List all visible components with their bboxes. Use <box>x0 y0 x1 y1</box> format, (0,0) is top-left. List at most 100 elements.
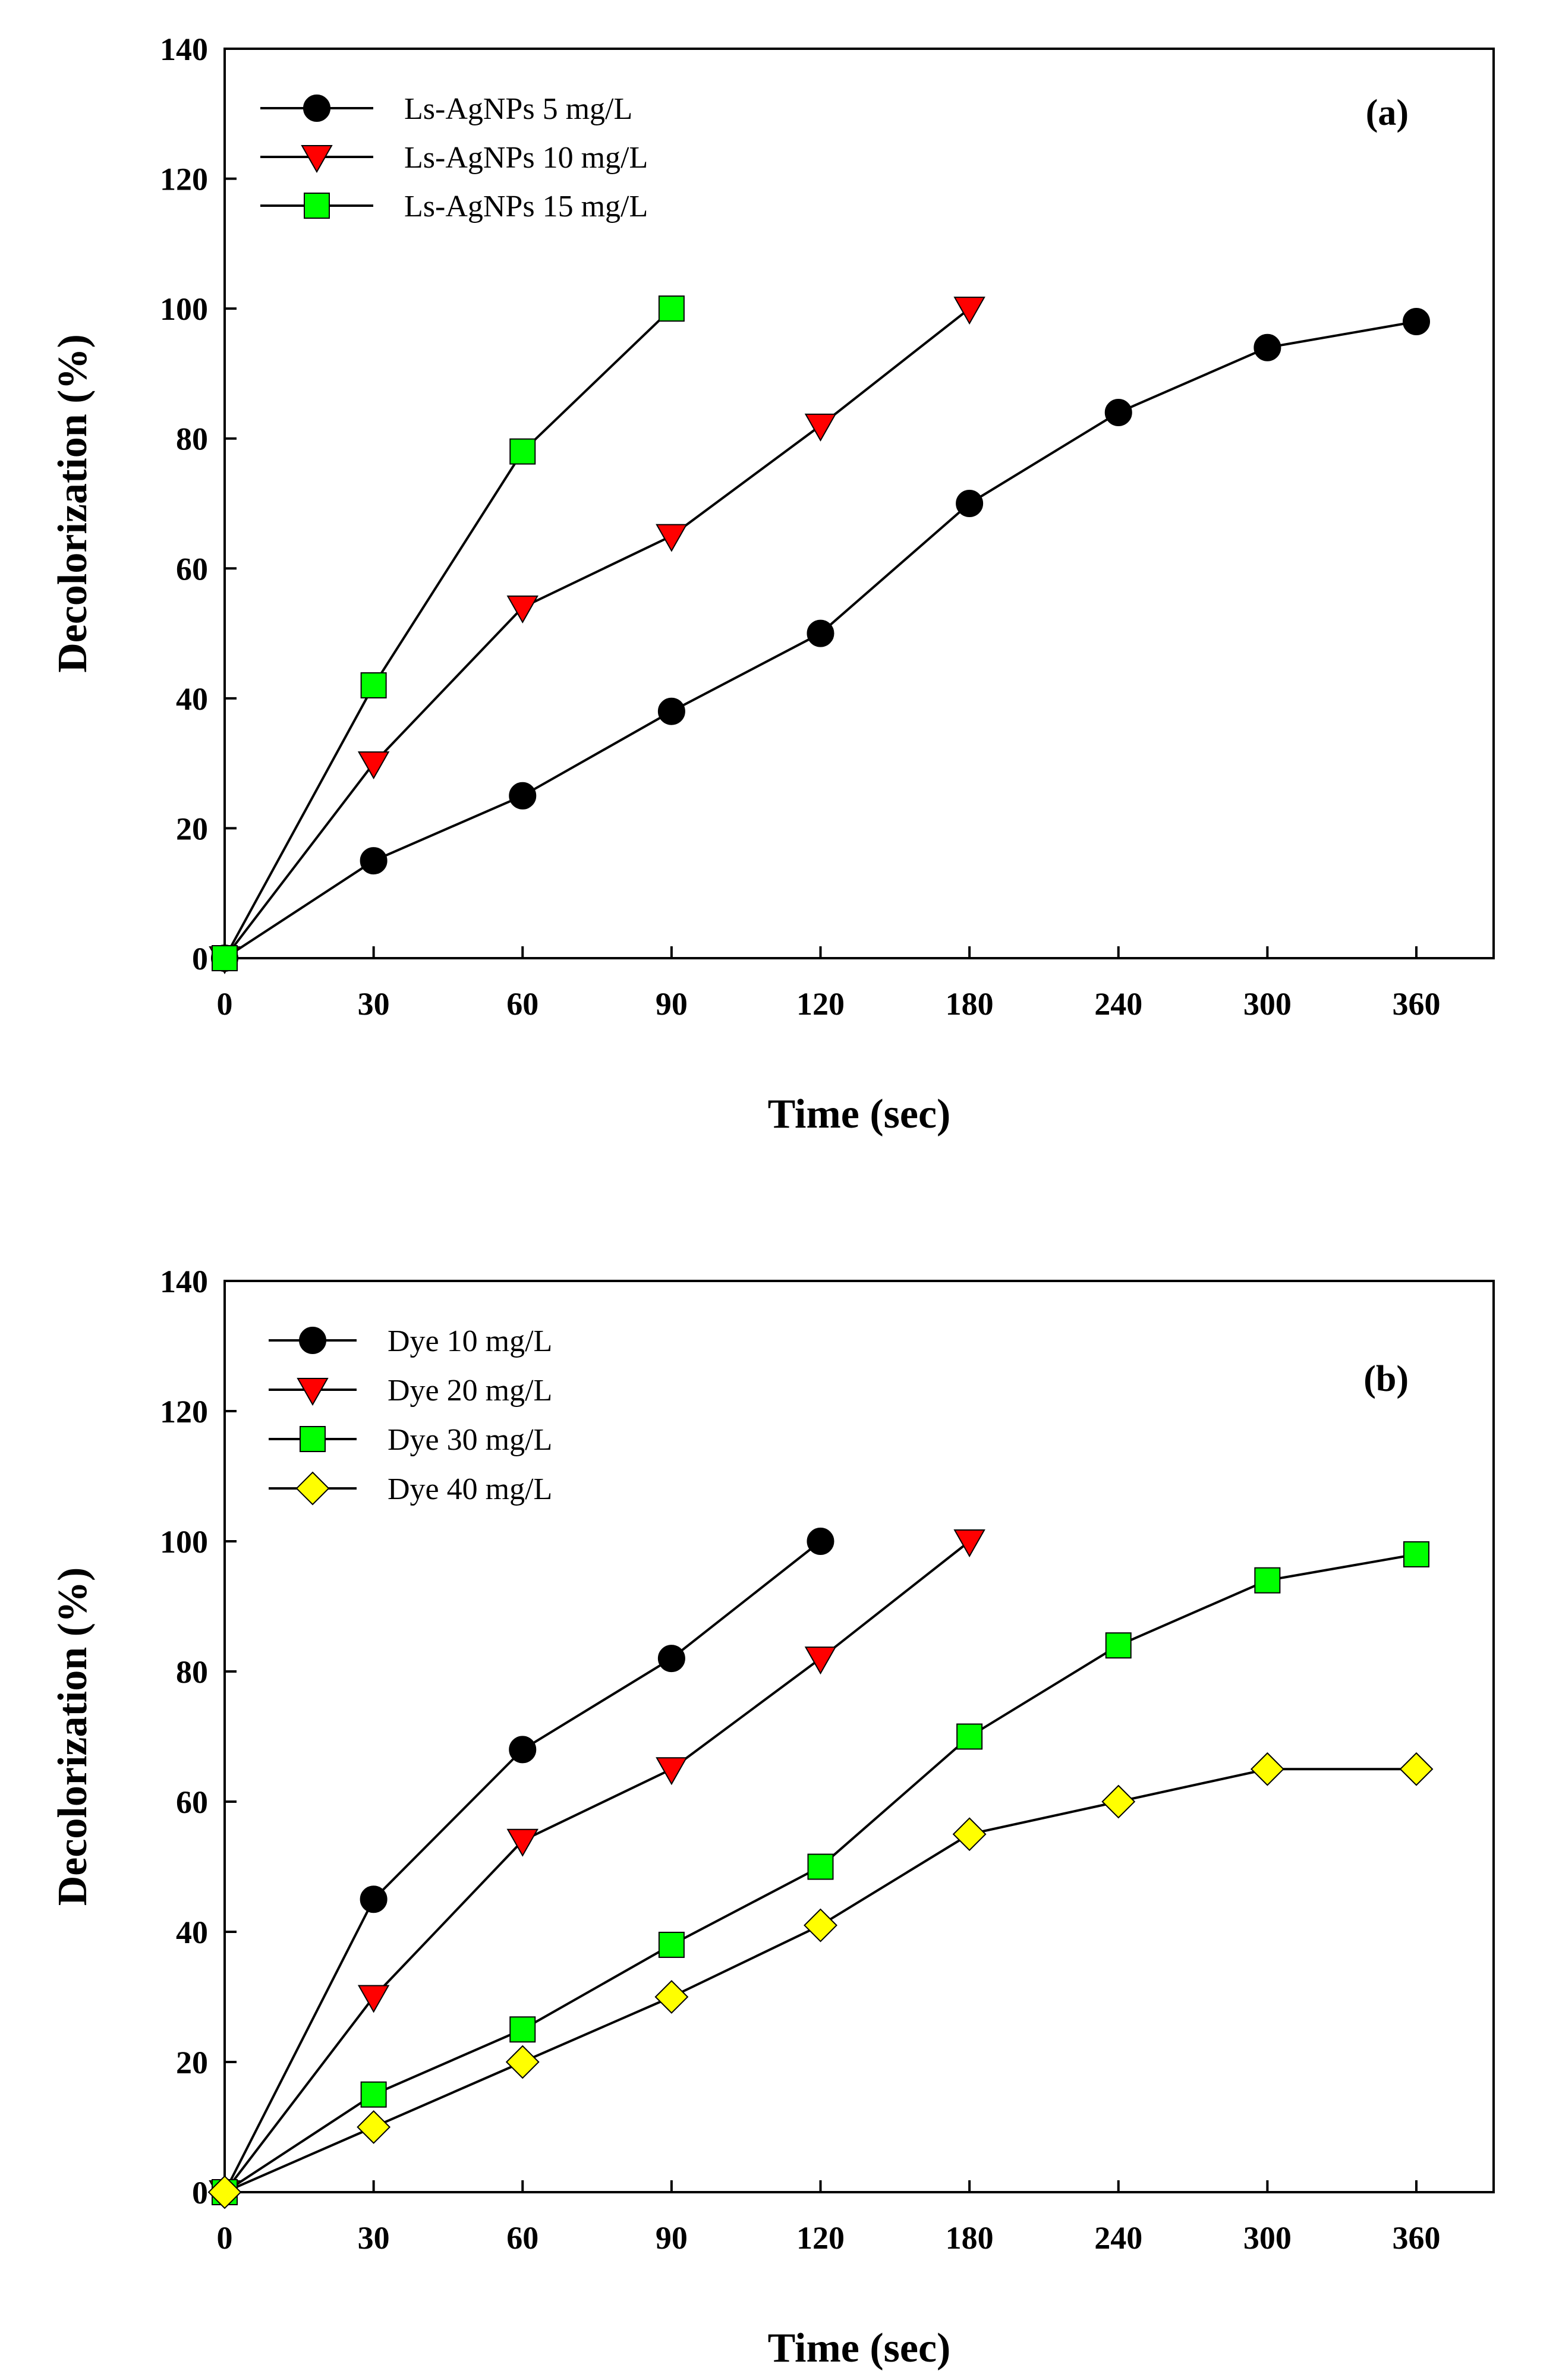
legend-marker <box>300 1426 326 1452</box>
data-point-series-2 <box>953 1529 985 1558</box>
y-tick-label: 80 <box>176 421 208 457</box>
series-line-2 <box>223 1540 971 2193</box>
data-point-series-2 <box>506 1828 538 1857</box>
data-point-series-3 <box>956 1723 983 1750</box>
x-tick-label: 300 <box>1243 2220 1292 2256</box>
data-point-series-4 <box>1399 1752 1434 1786</box>
x-tick-label: 60 <box>506 986 538 1022</box>
data-point-series-4 <box>1101 1784 1136 1819</box>
data-point-series-4 <box>654 1980 689 2014</box>
y-axis-title: Decolorization (%) <box>50 1567 96 1906</box>
y-tick-label: 100 <box>160 1524 208 1560</box>
legend-marker <box>301 145 333 174</box>
data-point-series-1 <box>807 1528 834 1555</box>
y-tick-label: 140 <box>160 32 208 67</box>
legend-marker <box>295 1471 330 1506</box>
series-line-2 <box>223 307 971 959</box>
data-point-series-4 <box>952 1817 987 1852</box>
y-tick-label: 60 <box>176 1784 208 1820</box>
chart-panel-a: 0 20 40 60 80 100 120 140 0 30 60 90 120 180 240 300 360… <box>50 32 1495 1137</box>
legend-label: Dye 20 mg/L <box>388 1374 552 1408</box>
data-point-series-1 <box>1104 399 1132 426</box>
data-point-series-3 <box>360 672 387 698</box>
data-point-series-3 <box>1105 1632 1132 1659</box>
data-point-series-3 <box>1254 1567 1281 1594</box>
y-tick-label: 20 <box>176 2045 208 2080</box>
data-point-series-1 <box>360 1885 388 1913</box>
x-tick-label: 90 <box>656 986 688 1022</box>
data-point-series-1 <box>956 490 984 517</box>
plot-frame <box>223 48 1495 959</box>
x-tick-label: 0 <box>217 986 233 1022</box>
data-point-series-4 <box>505 2045 540 2079</box>
y-tick-label: 120 <box>160 1394 208 1430</box>
y-tick-label: 60 <box>176 551 208 587</box>
data-point-series-1 <box>1403 308 1430 335</box>
x-tick-label: 30 <box>358 2220 390 2256</box>
legend-label: Ls-AgNPs 15 mg/L <box>404 190 648 223</box>
y-tick-label: 40 <box>176 1915 208 1950</box>
series-line-3 <box>223 307 673 959</box>
legend-label: Ls-AgNPs 10 mg/L <box>404 141 648 175</box>
y-tick-label: 80 <box>176 1654 208 1690</box>
data-point-series-3 <box>1403 1541 1429 1567</box>
data-point-series-2 <box>656 524 688 552</box>
y-tick-label: 140 <box>160 1264 208 1299</box>
data-point-series-1 <box>360 847 388 875</box>
y-tick-label: 100 <box>160 291 208 327</box>
data-point-series-2 <box>804 1647 837 1675</box>
x-axis-title: Time (sec) <box>768 2325 951 2371</box>
legend-marker <box>297 1378 329 1406</box>
data-point-series-4 <box>1250 1752 1284 1786</box>
data-point-series-2 <box>357 1985 390 2013</box>
data-point-series-1 <box>807 619 834 647</box>
x-tick-label: 180 <box>946 2220 994 2256</box>
data-point-series-2 <box>804 413 837 442</box>
data-point-series-3 <box>807 1853 834 1880</box>
legend-marker <box>304 193 330 219</box>
y-tick-label: 40 <box>176 681 208 717</box>
legend-marker <box>299 1327 326 1354</box>
x-tick-label: 240 <box>1094 2220 1142 2256</box>
legend-label: Ls-AgNPs 5 mg/L <box>404 92 632 126</box>
x-tick-label: 240 <box>1094 986 1142 1022</box>
x-tick-label: 360 <box>1393 2220 1441 2256</box>
x-tick-label: 300 <box>1243 986 1292 1022</box>
panel-label: (a) <box>1366 93 1409 133</box>
data-point-series-3 <box>658 1931 685 1958</box>
legend-label: Dye 40 mg/L <box>388 1472 552 1506</box>
data-point-series-1 <box>1254 333 1281 361</box>
x-tick-label: 120 <box>796 2220 845 2256</box>
x-tick-label: 0 <box>217 2220 233 2256</box>
x-axis-title: Time (sec) <box>768 1091 951 1137</box>
x-tick-label: 180 <box>946 986 994 1022</box>
data-point-series-2 <box>357 751 390 780</box>
x-tick-label: 90 <box>656 2220 688 2256</box>
legend-label: Dye 10 mg/L <box>388 1324 552 1358</box>
y-axis-title: Decolorization (%) <box>50 334 96 673</box>
data-point-series-1 <box>657 1645 685 1673</box>
chart-panel-b: 0 20 40 60 80 100 120 140 0 30 60 90 120 180 240 300 360… <box>50 1264 1495 2371</box>
plot-frame <box>223 1280 1495 2193</box>
data-point-series-4 <box>207 2175 242 2209</box>
y-tick-label: 0 <box>192 941 208 977</box>
data-point-series-3 <box>509 2016 536 2043</box>
x-tick-label: 360 <box>1393 986 1441 1022</box>
x-tick-label: 120 <box>796 986 845 1022</box>
y-tick-label: 0 <box>192 2175 208 2211</box>
data-point-series-3 <box>212 945 238 971</box>
legend-marker <box>303 95 330 122</box>
data-point-series-2 <box>953 297 985 325</box>
data-point-series-4 <box>804 1908 837 1943</box>
data-point-series-3 <box>509 438 536 465</box>
data-point-series-1 <box>509 782 537 810</box>
y-tick-label: 20 <box>176 811 208 846</box>
data-point-series-2 <box>506 595 538 624</box>
y-tick-label: 120 <box>160 162 208 197</box>
data-point-series-1 <box>657 697 685 725</box>
data-point-series-3 <box>360 2081 387 2108</box>
data-point-series-4 <box>357 2110 391 2144</box>
x-tick-label: 60 <box>506 2220 538 2256</box>
series-line-1 <box>223 1540 821 2193</box>
